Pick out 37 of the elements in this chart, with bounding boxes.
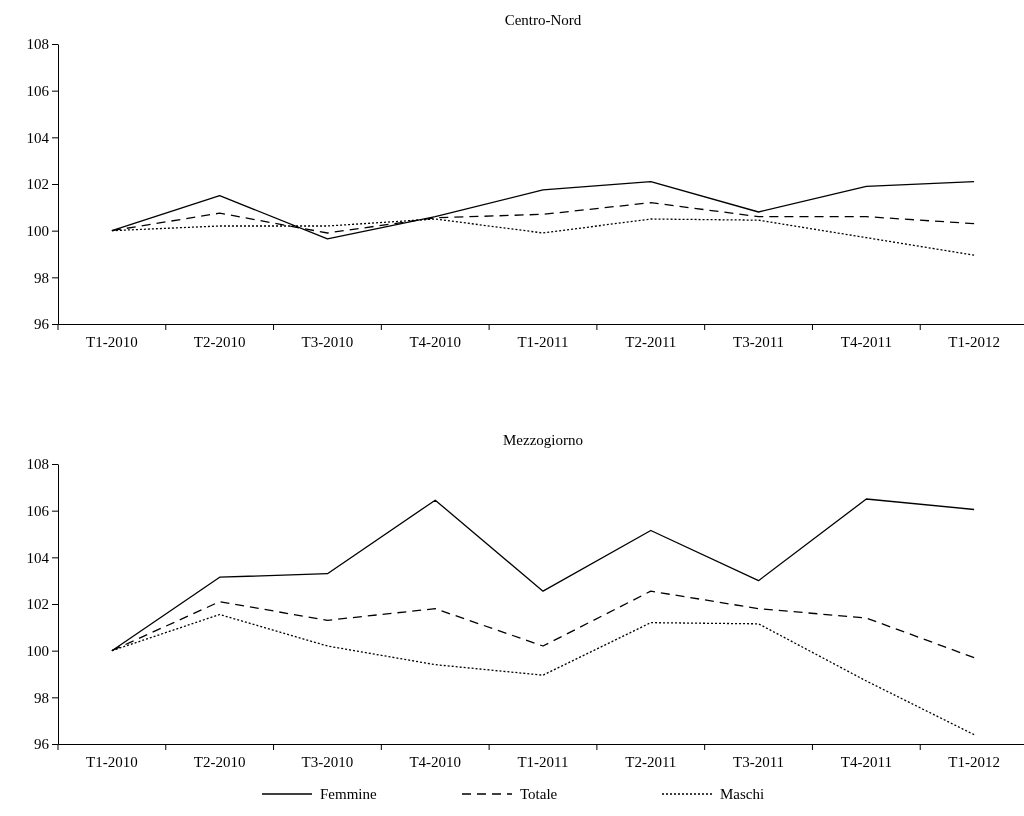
x-tick-label: T1-2010 [86,753,138,770]
y-tick-label: 96 [34,316,50,333]
x-tick-label: T3-2011 [733,753,785,770]
x-tick-label: T2-2010 [193,753,246,770]
x-tick-label: T3-2011 [733,333,785,350]
y-tick-label: 98 [34,269,49,286]
legend-label: Maschi [720,786,765,802]
x-tick-label: T3-2010 [301,333,354,350]
y-tick-label: 108 [26,456,49,473]
x-tick-label: T2-2010 [193,333,246,350]
y-tick-label: 106 [26,502,50,519]
x-tick-label: T2-2011 [625,333,677,350]
y-tick-label: 98 [34,689,49,706]
x-tick-label: T3-2010 [301,753,354,770]
x-tick-label: T1-2012 [948,333,1000,350]
y-tick-label: 100 [26,222,49,239]
x-tick-label: T1-2011 [517,753,569,770]
y-tick-label: 102 [26,176,49,193]
x-tick-label: T1-2012 [948,753,1000,770]
legend-label: Femmine [320,786,377,802]
x-tick-label: T4-2011 [840,333,892,350]
x-tick-label: T4-2011 [840,753,892,770]
y-tick-label: 104 [26,549,50,566]
chart-title: Centro-Nord [504,12,582,28]
y-tick-label: 96 [34,736,50,753]
x-tick-label: T1-2010 [86,333,138,350]
legend-label: Totale [520,786,558,802]
x-tick-label: T1-2011 [517,333,569,350]
y-tick-label: 104 [26,129,50,146]
x-tick-label: T2-2011 [625,753,677,770]
y-tick-label: 100 [26,642,49,659]
y-tick-label: 108 [26,36,49,53]
y-tick-label: 106 [26,82,50,99]
chart-title: Mezzogiorno [503,432,583,448]
x-tick-label: T4-2010 [409,753,462,770]
x-tick-label: T4-2010 [409,333,462,350]
y-tick-label: 102 [26,596,49,613]
